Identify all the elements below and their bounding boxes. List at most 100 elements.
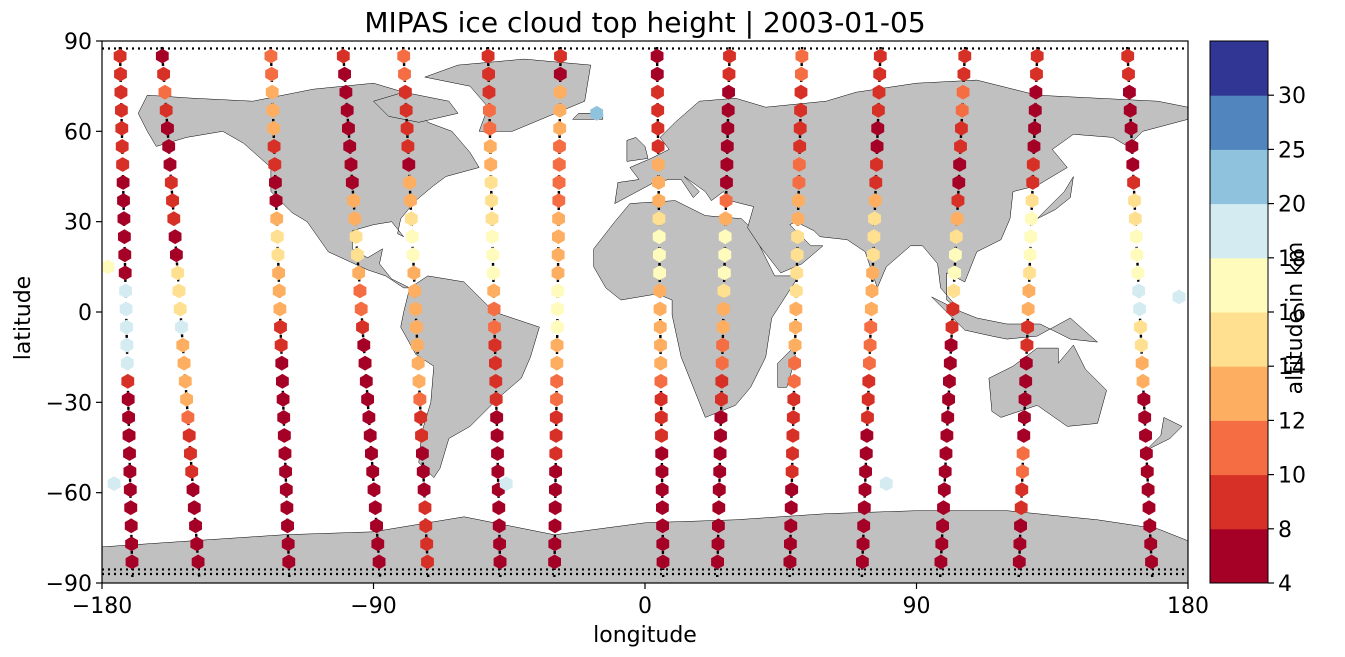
cloud-point [398, 66, 411, 82]
cloud-point [189, 518, 202, 534]
cloud-point [410, 319, 423, 335]
cloud-point [416, 464, 430, 479]
cloud-point [407, 265, 421, 281]
cloud-point [549, 446, 563, 461]
cloud-point [791, 229, 804, 245]
cloud-point [487, 301, 501, 317]
cloud-point [951, 193, 965, 208]
cloud-point [652, 211, 666, 227]
cloud-point [118, 229, 131, 245]
cloud-point [787, 391, 801, 407]
cloud-point [187, 500, 201, 516]
cloud-point [410, 337, 424, 353]
cloud-point [720, 157, 734, 172]
cloud-point [870, 157, 883, 172]
cloud-point [650, 48, 664, 64]
cloud-point [349, 229, 363, 245]
cloud-point [786, 428, 800, 443]
cloud-point [184, 446, 197, 461]
cloud-point [864, 319, 878, 335]
cloud-point [712, 518, 725, 534]
cloud-point [413, 391, 427, 407]
cloud-point [654, 337, 667, 353]
cloud-point [182, 428, 196, 443]
cloud-point [1028, 120, 1041, 136]
cloud-point [863, 355, 876, 371]
colorbar-segment [1210, 312, 1268, 367]
cloud-point [1021, 301, 1035, 317]
cloud-point [267, 139, 281, 154]
cloud-point [357, 337, 371, 353]
cloud-point [550, 355, 564, 371]
cloud-point [793, 120, 807, 136]
cloud-point [120, 319, 133, 335]
cloud-point [362, 410, 376, 425]
cloud-point [934, 554, 948, 570]
cloud-point [1013, 536, 1027, 552]
cloud-point [945, 319, 959, 335]
cloud-point [168, 229, 182, 245]
cloud-point [942, 391, 955, 407]
cloud-point [493, 536, 506, 552]
cloud-point [859, 464, 872, 479]
cloud-point [162, 139, 176, 154]
cloud-point [1140, 446, 1153, 461]
cloud-point [1028, 102, 1042, 118]
cloud-point [1145, 554, 1158, 570]
cloud-point [722, 66, 736, 82]
cloud-point [123, 446, 136, 461]
cloud-point [1134, 319, 1147, 335]
cloud-point [935, 536, 949, 552]
cloud-point [1027, 139, 1041, 154]
cloud-point [488, 337, 502, 353]
x-tick-label: 90 [903, 594, 931, 619]
cloud-point [418, 500, 432, 516]
cloud-point [336, 48, 350, 64]
cloud-point [484, 175, 498, 190]
cloud-point [489, 391, 503, 407]
cloud-point [873, 48, 887, 64]
colorbar-tick-label: 4 [1278, 572, 1292, 597]
cloud-point [783, 554, 797, 570]
cloud-point [1122, 66, 1135, 82]
cloud-point [552, 157, 566, 172]
cloud-point [551, 247, 565, 263]
cloud-point [712, 500, 726, 516]
cloud-point [938, 464, 952, 479]
cloud-point [365, 446, 378, 461]
cloud-point [487, 283, 501, 299]
cloud-point [115, 139, 129, 154]
cloud-point [789, 319, 802, 335]
cloud-point [550, 337, 564, 353]
cloud-point [653, 319, 667, 335]
cloud-point [102, 259, 115, 275]
cloud-point [1137, 391, 1151, 407]
cloud-point [178, 373, 192, 389]
cloud-point [650, 66, 664, 82]
cloud-point [653, 265, 666, 281]
cloud-point [654, 355, 668, 371]
cloud-point [548, 536, 562, 552]
cloud-point [164, 175, 178, 190]
cloud-point [107, 476, 121, 491]
cloud-point [958, 48, 972, 64]
cloud-point [653, 301, 667, 317]
cloud-point [411, 355, 425, 371]
cloud-point [1019, 355, 1033, 371]
y-tick-label: −60 [46, 482, 92, 507]
cloud-point [180, 391, 193, 407]
cloud-point [483, 102, 496, 118]
cloud-point [483, 139, 497, 154]
cloud-point [115, 120, 129, 136]
cloud-point [655, 464, 669, 479]
cloud-point [551, 265, 565, 281]
cloud-point [175, 319, 188, 335]
cloud-point [265, 66, 278, 82]
cloud-point [356, 319, 369, 335]
cloud-point [282, 554, 296, 570]
cloud-point [161, 120, 174, 136]
cloud-point [186, 482, 200, 498]
cloud-point [790, 265, 804, 281]
cloud-point [408, 283, 422, 299]
cloud-point [273, 301, 287, 317]
